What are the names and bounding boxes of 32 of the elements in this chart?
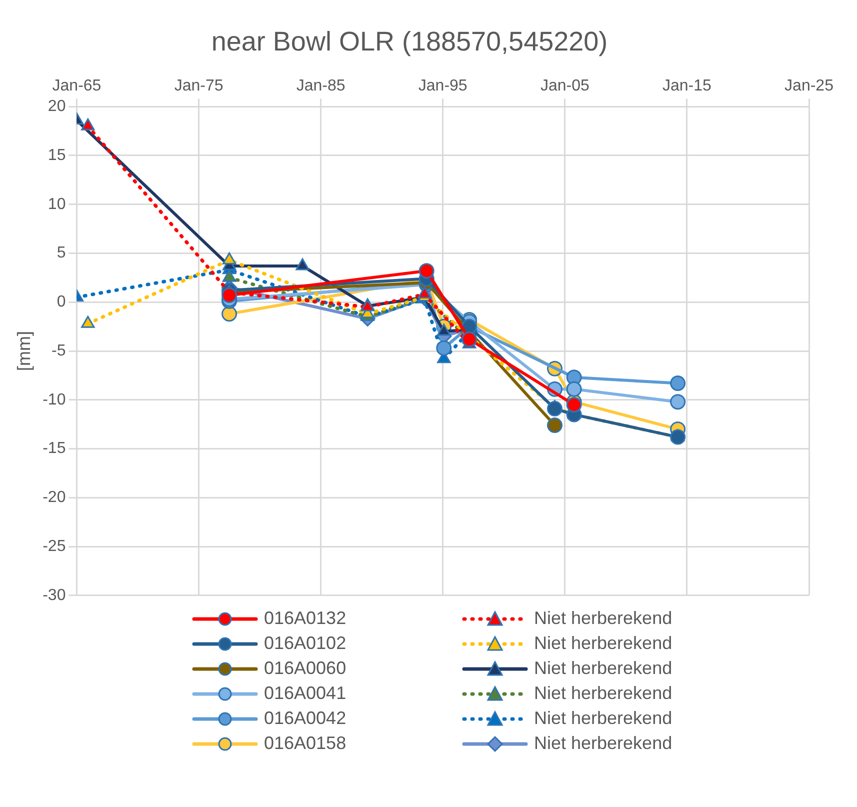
legend-label: 016A0102 [264,633,346,654]
y-tick-label: 20 [48,98,66,116]
x-tick-label: Jan-75 [174,77,224,94]
y-tick-label: 5 [56,244,66,262]
chart-title: near Bowl OLR (188570,545220) [211,26,608,57]
y-tick-label: -15 [42,440,66,458]
legend-label: 016A0158 [264,733,346,754]
x-tick-label: Jan-15 [662,77,712,94]
legend-label: 016A0041 [264,683,346,704]
legend-label: Niet herberekend [534,658,672,679]
legend-label: Niet herberekend [534,733,672,754]
y-axis-title: [mm] [14,331,34,371]
y-tick-label: -20 [42,489,66,506]
y-tick-label: 10 [48,196,66,213]
y-tick-label: 0 [56,294,66,311]
y-tick-label: -30 [42,586,66,604]
y-tick-label: -5 [51,342,66,360]
legend-label: 016A0042 [264,708,346,729]
x-tick-label: Jan-25 [784,77,834,94]
legend-label: 016A0060 [264,658,346,679]
y-tick-label: -25 [42,538,66,555]
x-tick-label: Jan-65 [52,77,102,94]
legend-label: Niet herberekend [534,633,672,654]
x-tick-label: Jan-95 [418,77,468,94]
legend-label: Niet herberekend [534,708,672,729]
x-tick-label: Jan-85 [296,77,346,94]
x-tick-label: Jan-05 [540,77,590,94]
legend-label: Niet herberekend [534,608,672,629]
y-tick-label: -10 [42,391,66,408]
legend-label: 016A0132 [264,608,346,629]
y-tick-label: 15 [48,146,66,164]
legend-label: Niet herberekend [534,683,672,704]
